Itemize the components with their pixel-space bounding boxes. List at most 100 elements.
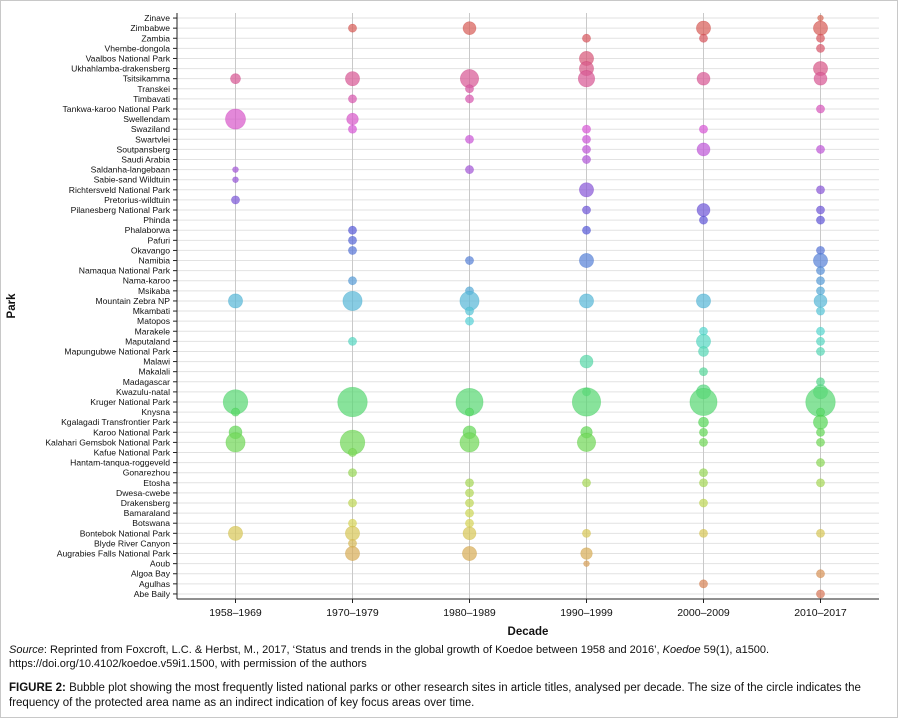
y-tick-label: Vaalbos National Park (86, 53, 171, 63)
y-tick-label: Richtersveld National Park (69, 185, 171, 195)
y-tick-label: Matopos (137, 316, 170, 326)
bubble (699, 437, 708, 447)
bubble (582, 205, 591, 215)
y-tick-label: Namibia (138, 256, 170, 266)
y-tick-label: Hantam-tanqua-roggeveld (70, 458, 170, 468)
bubble (699, 33, 708, 43)
y-tick-label: Tankwa-karoo National Park (63, 104, 171, 114)
y-tick-label: Msikaba (138, 286, 170, 296)
source-journal: Koedoe (662, 644, 701, 656)
bubble (571, 387, 602, 417)
y-tick-label: Transkei (137, 84, 170, 94)
y-tick-label: Zimbabwe (130, 23, 170, 33)
y-tick-label: Aoub (150, 559, 170, 569)
y-tick-label: Mapungubwe National Park (64, 346, 170, 356)
caption-label: FIGURE 2: (9, 681, 66, 694)
y-tick-label: Sabie-sand Wildtuin (94, 175, 171, 185)
bubble (816, 266, 825, 276)
bubble (465, 488, 474, 498)
bubble (696, 293, 711, 309)
y-tick-label: Pafuri (148, 235, 171, 245)
bubble (462, 546, 477, 561)
y-tick-label: Saldanha-langebaan (91, 165, 171, 175)
bubble (228, 525, 243, 541)
bubble (817, 14, 824, 22)
y-tick-label: Knysna (141, 407, 170, 417)
bubble (465, 478, 474, 488)
y-tick-label: Swaziland (131, 124, 170, 134)
bubble (345, 525, 360, 541)
bubble (225, 108, 246, 130)
bubble (582, 155, 591, 164)
bubble (465, 518, 474, 528)
bubble (816, 33, 825, 43)
bubble (348, 124, 357, 134)
bubble (465, 316, 474, 326)
source-text-1: : Reprinted from Foxcroft, L.C. & Herbst… (43, 644, 663, 656)
bubble (696, 203, 711, 217)
bubble (816, 286, 825, 296)
y-tick-label: Phalaborwa (125, 225, 171, 235)
bubble (345, 71, 360, 87)
bubble (580, 547, 593, 560)
x-tick-label: 1980–1989 (443, 607, 496, 619)
y-tick-label: Tsitsikamma (123, 74, 170, 84)
bubble (232, 176, 239, 183)
bubble (582, 478, 591, 488)
axes: ZinaveZimbabweZambiaVhembe-dongolaVaalbo… (6, 13, 879, 638)
bubble (582, 225, 591, 235)
caption-text: Bubble plot showing the most frequently … (9, 681, 861, 710)
y-tick-label: Augrabies Falls National Park (57, 549, 171, 559)
bubble (816, 427, 825, 437)
y-tick-label: Malawi (143, 357, 170, 367)
y-tick-label: Pilanesberg National Park (71, 205, 171, 215)
bubble (225, 432, 246, 453)
y-tick-label: Dwesa-cwebe (116, 488, 170, 498)
y-tick-label: Zinave (144, 13, 170, 23)
bubble (699, 579, 708, 589)
bubble (816, 528, 825, 538)
bubble (696, 142, 711, 157)
y-tick-label: Karoo National Park (93, 427, 171, 437)
x-tick-label: 1958–1969 (209, 607, 262, 619)
bubble (348, 498, 357, 508)
bubble (579, 253, 594, 268)
bubble (583, 560, 590, 567)
bubble (348, 245, 357, 255)
y-tick-label: Kruger National Park (90, 397, 170, 407)
bubble (579, 293, 594, 309)
x-tick-label: 2000–2009 (677, 607, 730, 619)
y-tick-label: Bontebok National Park (80, 528, 171, 538)
bubble (465, 94, 474, 104)
bubble (230, 73, 241, 85)
bubble (348, 225, 357, 235)
bubble (696, 20, 711, 36)
bubble (816, 569, 825, 579)
bubble (465, 306, 474, 316)
bubble (232, 166, 239, 173)
bubble (348, 23, 357, 33)
bubble (698, 416, 709, 428)
bubble (577, 70, 596, 88)
bubble (699, 478, 708, 488)
y-tick-label: Kalahari Gemsbok National Park (45, 437, 170, 447)
y-tick-label: Madagascar (123, 377, 170, 387)
bubble (465, 84, 474, 94)
bubble (813, 294, 828, 308)
bubble (231, 407, 240, 417)
y-tick-label: Ukhahlamba-drakensberg (71, 64, 170, 74)
y-tick-label: Maputaland (125, 336, 170, 346)
bubble (689, 388, 718, 416)
y-tick-label: Namaqua National Park (79, 266, 171, 276)
bubble (816, 336, 825, 346)
bubble (816, 326, 825, 336)
source-text-2: 59(1), a1500. https://doi.org/10.4102/ko… (9, 644, 770, 671)
y-tick-label: Pretorius-wildtuin (104, 195, 170, 205)
bubble (582, 33, 591, 43)
bubble (816, 347, 825, 356)
bubble (699, 468, 708, 478)
bubble (459, 432, 480, 453)
x-axis-title: Decade (508, 626, 549, 638)
bubble (346, 112, 359, 126)
